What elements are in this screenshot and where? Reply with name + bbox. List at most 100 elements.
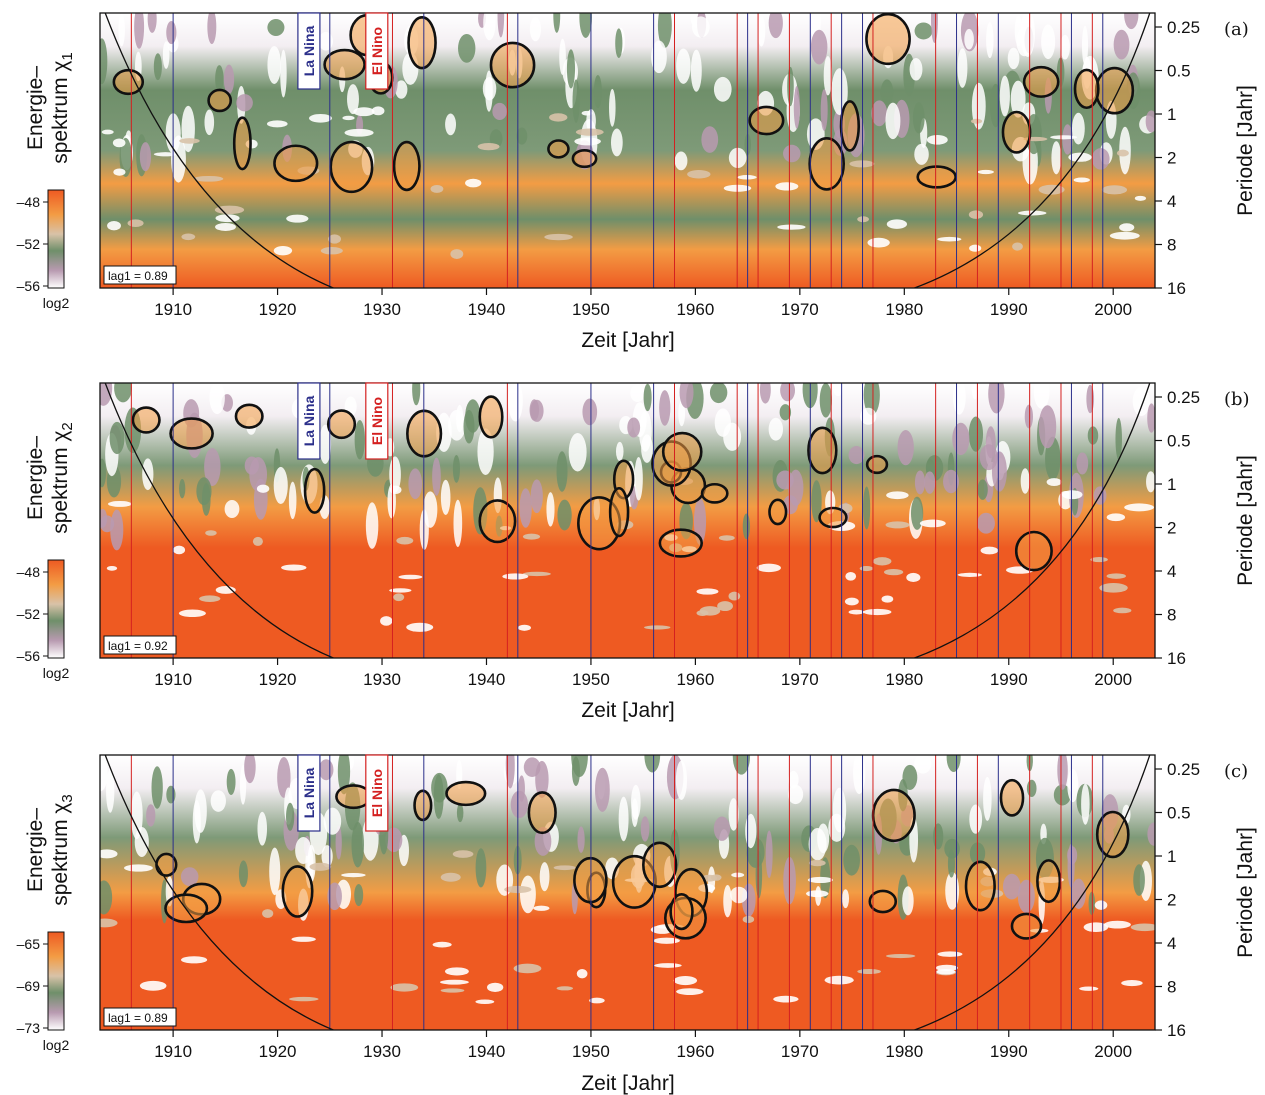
significance-contour [574, 858, 606, 902]
spectrum-blob [124, 864, 153, 871]
spectrum-blob [445, 114, 456, 136]
lag-text: lag1 = 0.92 [108, 639, 168, 653]
spectrum-blob [594, 75, 602, 108]
spectrum-blob [990, 84, 1001, 127]
spectrum-blob [1072, 113, 1085, 145]
colorbar-tick-label: –69 [17, 978, 41, 994]
spectrum-blob [215, 65, 223, 92]
spectrum-blob [412, 373, 420, 406]
spectrum-blob [1067, 846, 1077, 864]
spectrum-blob [743, 514, 750, 540]
spectrum-blob [1027, 780, 1037, 797]
spectrum-blob [450, 249, 463, 259]
y-axis-label-right: Periode [Jahr] [1234, 455, 1257, 586]
spectrum-blob [714, 77, 732, 102]
spectrum-blob [110, 510, 123, 551]
spectrum-blob [207, 9, 216, 44]
spectrum-blob [262, 909, 273, 918]
spectrum-blob [523, 534, 540, 540]
x-tick-label: 1930 [363, 1042, 401, 1061]
spectrum-blob [1079, 986, 1098, 990]
spectrum-blob [676, 988, 703, 995]
spectrum-blob [845, 598, 859, 606]
spectrum-blob [257, 812, 267, 846]
spectrum-blob [166, 21, 176, 44]
significance-contour [810, 138, 844, 189]
significance-contour [133, 408, 160, 433]
significance-contour [236, 405, 262, 428]
significance-contour [491, 43, 534, 87]
spectrum-blob [1034, 374, 1050, 409]
significance-contour [283, 866, 312, 916]
spectrum-blob [731, 873, 744, 878]
spectrum-blob [981, 547, 999, 555]
spectrum-blob [520, 488, 532, 527]
colorbar-unit: log2 [43, 1037, 70, 1053]
spectrum-blob [769, 418, 783, 441]
x-tick-label: 1940 [468, 300, 506, 319]
spectrum-blob [366, 502, 378, 549]
spectrum-blob [631, 785, 641, 820]
el-nino-label: El Nino [369, 769, 385, 817]
spectrum-blob [1146, 471, 1155, 492]
spectrum-blob [309, 114, 332, 123]
spectrum-blob [886, 521, 910, 528]
spectrum-blob [179, 479, 185, 498]
x-tick-label: 1980 [885, 300, 923, 319]
spectrum-blob [1114, 30, 1130, 60]
spectrum-blob [757, 15, 765, 46]
spectrum-blob [431, 185, 444, 193]
spectrum-blob [107, 221, 121, 230]
significance-contour [750, 107, 783, 134]
panel-tag: (c) [1224, 761, 1248, 782]
la-nina-label-box: La Nina [298, 755, 320, 831]
spectrum-blob [927, 135, 948, 145]
spectrum-blob [396, 537, 413, 545]
spectrum-blob [166, 786, 175, 804]
significance-contour [1097, 812, 1128, 857]
spectrum-area [92, 734, 1160, 1040]
x-tick-label: 1920 [259, 670, 297, 689]
spectrum-blob [1090, 557, 1107, 562]
spectrum-blob [885, 103, 900, 140]
spectrum-blob [1060, 35, 1070, 60]
spectrum-blob [113, 168, 125, 175]
spectrum-blob [134, 5, 144, 49]
x-tick-label: 1980 [885, 670, 923, 689]
spectrum-blob [209, 381, 224, 414]
spectrum-blob [354, 884, 363, 906]
spectrum-blob [574, 137, 601, 145]
spectrum-blob [453, 500, 462, 547]
spectrum-blob [820, 383, 832, 418]
spectrum-blob [408, 468, 422, 499]
spectrum-blob [390, 486, 402, 494]
spectrum-blob [433, 942, 452, 948]
significance-contour [820, 508, 847, 527]
spectrum-blob [833, 788, 846, 833]
spectrum-blob [933, 823, 943, 849]
energy-label-line1: Energie– [24, 436, 47, 520]
y-tick-label: 1 [1167, 105, 1176, 124]
spectrum-blob [487, 983, 503, 992]
spectrum-blob [714, 817, 730, 841]
spectrum-blob [1057, 750, 1067, 790]
spectrum-blob [355, 420, 365, 459]
spectrum-blob [811, 30, 828, 65]
spectrum-blob [440, 980, 469, 985]
x-tick-label: 2000 [1094, 670, 1132, 689]
x-tick-label: 1930 [363, 300, 401, 319]
spectrum-blob [140, 142, 151, 171]
spectrum-blob [977, 513, 995, 534]
spectrum-blob [98, 459, 106, 488]
significance-contour [573, 150, 596, 167]
spectrum-blob [644, 625, 670, 629]
spectrum-blob [884, 569, 903, 575]
spectrum-blob [173, 546, 185, 555]
y-tick-label: 16 [1167, 649, 1186, 668]
significance-contour [328, 411, 355, 438]
spectrum-blob [947, 743, 961, 772]
spectrum-blob [719, 535, 735, 540]
significance-contour [841, 101, 859, 150]
spectrum-blob [775, 182, 798, 190]
spectrum-blob [102, 130, 114, 135]
